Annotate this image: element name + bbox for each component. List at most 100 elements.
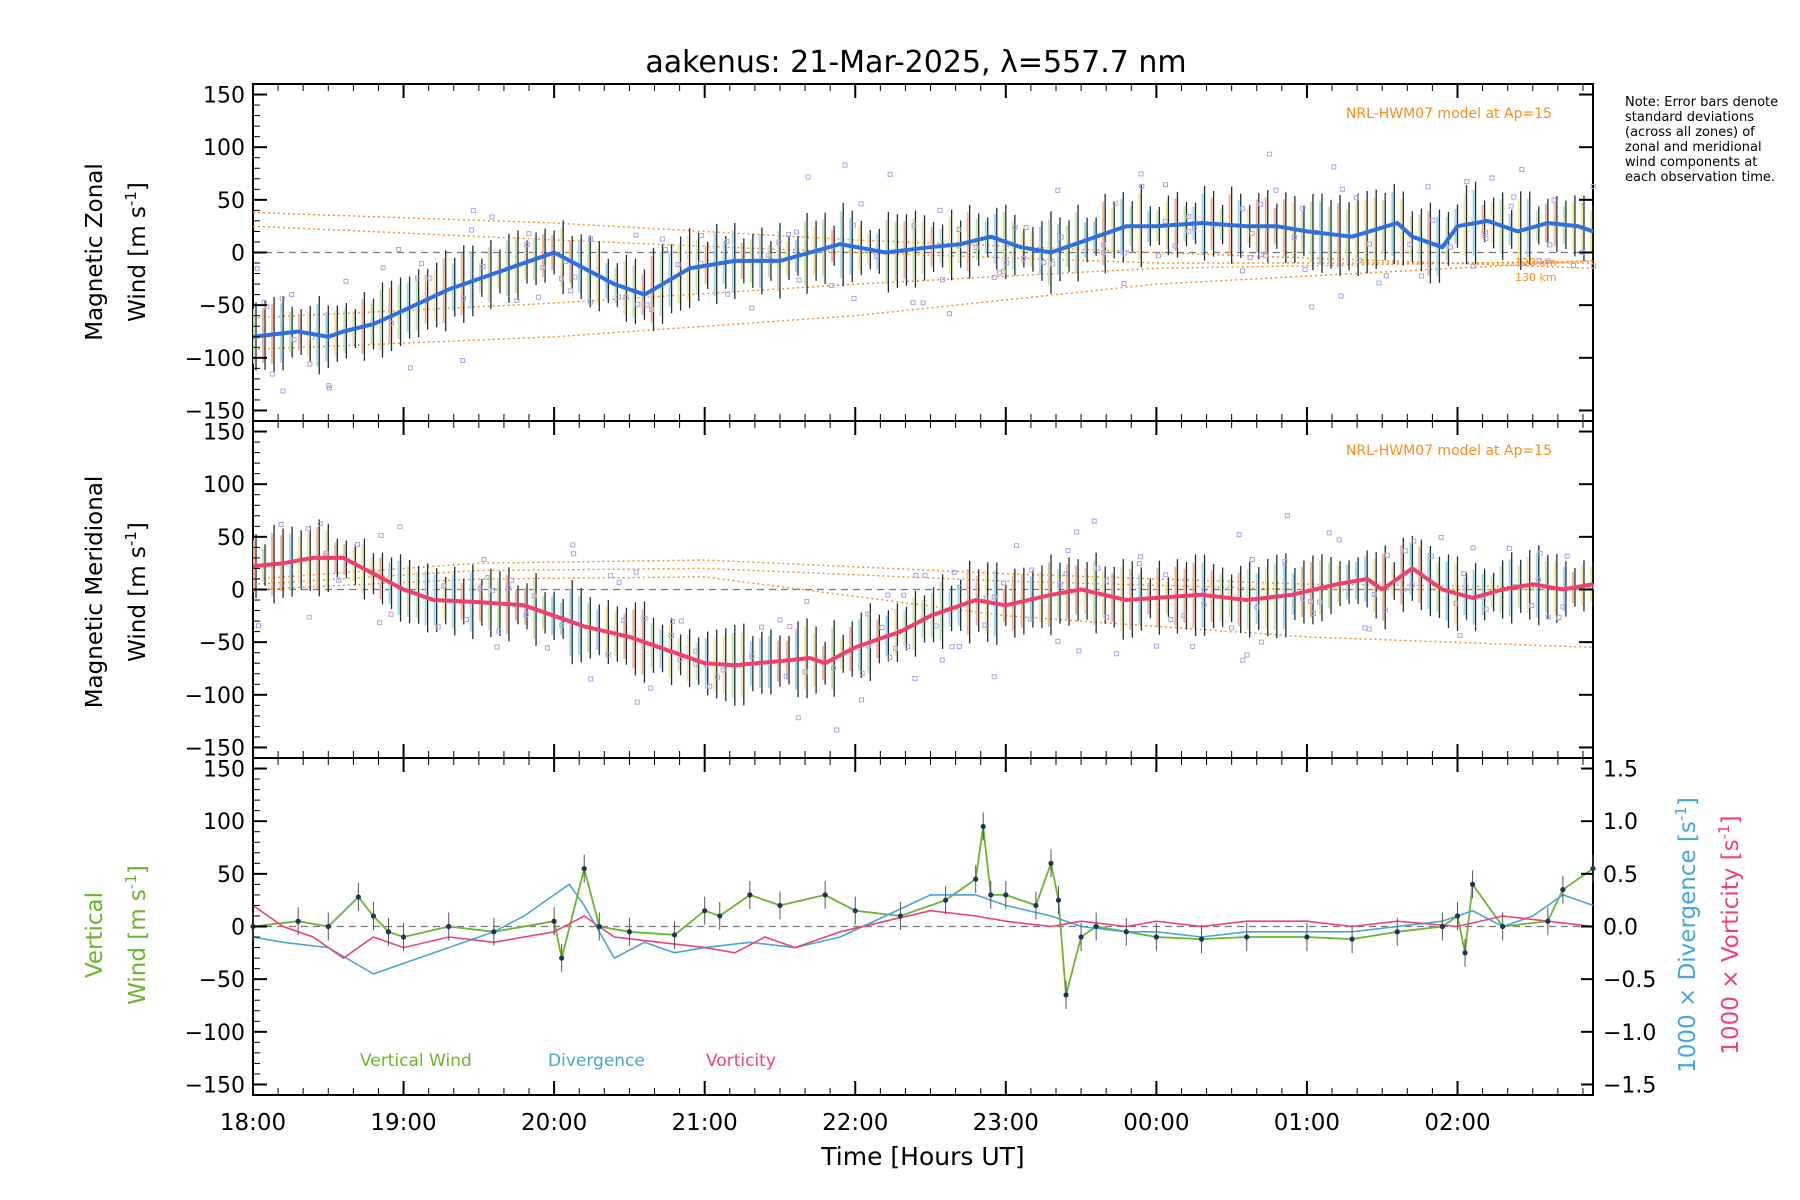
meridional-scatter-point	[787, 624, 793, 630]
zonal-scatter-point	[1156, 253, 1162, 259]
zonal-scatter-point	[414, 275, 420, 281]
x-tick-label: 21:00	[672, 1110, 738, 1136]
meridional-scatter-point	[1095, 565, 1101, 571]
error-bar-note: Note: Error bars denote standard deviati…	[1625, 95, 1779, 185]
vertical-wind-point	[581, 865, 587, 872]
zonal-mean-line	[252, 218, 1594, 339]
meridional-scatter-point	[634, 699, 640, 705]
zonal-scatter-point	[1100, 242, 1106, 248]
zonal-scatter-point	[1121, 281, 1127, 287]
vertical-wind-point	[1048, 860, 1054, 866]
zonal-model-2-curve	[252, 225, 1593, 264]
meridional-scatter-point	[678, 618, 684, 624]
vertical-wind-point	[671, 932, 678, 938]
zonal-scatter-point	[1266, 151, 1272, 157]
vertical-wind-point	[1560, 887, 1566, 893]
zonal-scatter-point	[587, 299, 593, 305]
meridional-scatter-point	[720, 667, 726, 673]
zonal-scatter-point	[1519, 166, 1525, 172]
meridional-scatter-point	[278, 522, 284, 528]
vertical-wind-point	[1063, 992, 1069, 998]
meridional-scatter-point	[759, 624, 765, 630]
zonal-scatter-point	[535, 294, 541, 300]
meridional-scatter-point	[648, 685, 654, 691]
zonal-scatter-point	[524, 242, 530, 248]
zonal-scatter-point	[996, 270, 1002, 276]
meridional-scatter-point	[441, 583, 447, 589]
meridional-scatter-point	[1384, 552, 1390, 558]
meridional-y-tick-label: −150	[185, 736, 245, 761]
meridional-scatter-point	[1400, 587, 1406, 593]
zonal-scatter-point	[572, 274, 578, 280]
zonal-model-1-curve	[252, 211, 1594, 269]
meridional-scatter-point	[531, 593, 537, 599]
meridional-model-label: NRL-HWM07 model at Ap=15	[1346, 443, 1552, 459]
zonal-scatter-point	[1163, 182, 1169, 188]
vertical-wind-point	[1003, 892, 1009, 898]
zonal-scatter-point	[407, 365, 413, 371]
vertical-plot-area	[250, 812, 1596, 1009]
vertical-wind-point	[1033, 902, 1039, 909]
zonal-scatter-point	[558, 276, 564, 282]
meridional-scatter-point	[1254, 604, 1260, 610]
meridional-scatter-point	[913, 572, 919, 578]
meridional-scatter-point	[1506, 545, 1512, 551]
meridional-scatter-point	[306, 614, 312, 620]
vertical-wind-point	[1469, 881, 1476, 887]
meridional-scatter-point	[1236, 532, 1242, 538]
vertical-ylabel-line2: Wind [m s-1]	[122, 865, 151, 1005]
axes-ticks: 150100500−50−100−150150100500−50−100−150…	[185, 84, 1657, 1136]
zonal-scatter-point	[616, 294, 622, 300]
zonal-scatter-point	[1023, 225, 1029, 231]
meridional-scatter-point	[951, 569, 957, 575]
meridional-scatter-point	[435, 624, 441, 630]
zonal-scatter-point	[1101, 250, 1107, 256]
meridional-scatter-point	[957, 584, 963, 590]
meridional-scatter-point	[463, 617, 469, 623]
zonal-scatter-point	[480, 264, 486, 270]
meridional-scatter-point	[707, 683, 713, 689]
vertical-y-tick-label: 0	[231, 916, 245, 941]
zonal-scatter-point	[1055, 187, 1061, 193]
meridional-scatter-point	[1014, 543, 1020, 549]
meridional-scatter-point	[922, 572, 928, 578]
zonal-scatter-point	[1464, 179, 1470, 185]
meridional-scatter-point	[1201, 587, 1207, 593]
meridional-scatter-point	[508, 577, 514, 583]
vertical-wind-point	[1439, 923, 1446, 930]
meridional-scatter-point	[991, 594, 997, 600]
meridional-scatter-point	[802, 669, 808, 675]
meridional-y-tick-label: 150	[203, 421, 245, 446]
zonal-scatter-point	[991, 274, 997, 280]
meridional-scatter-point	[1556, 615, 1562, 621]
vertical-wind-point	[1244, 934, 1250, 940]
meridional-scatter-point	[490, 587, 496, 593]
zonal-model-4-curve	[252, 260, 1594, 351]
meridional-scatter-point	[336, 577, 342, 583]
meridional-scatter-point	[1258, 639, 1264, 645]
zonal-model-label: NRL-HWM07 model at Ap=15	[1346, 106, 1552, 122]
meridional-scatter-point	[354, 541, 360, 547]
zonal-scatter-point	[623, 294, 629, 300]
meridional-scatter-point	[1545, 614, 1551, 620]
zonal-scatter-point	[419, 261, 425, 267]
zonal-scatter-point	[946, 311, 952, 317]
zonal-scatter-point	[1273, 187, 1279, 193]
x-tick-label: 00:00	[1123, 1110, 1189, 1136]
zonal-scatter-point	[910, 300, 916, 306]
meridional-scatter-point	[1065, 548, 1071, 554]
vertical-wind-point	[1055, 897, 1062, 903]
meridional-scatter-point	[1537, 550, 1543, 556]
series-divergence-line	[252, 883, 1594, 975]
meridional-scatter-point	[749, 653, 755, 659]
zonal-scatter-point	[291, 336, 297, 342]
vertical-wind-point	[1462, 950, 1468, 956]
meridional-scatter-point	[1438, 534, 1444, 540]
right-y-tick-label: 0.5	[1603, 863, 1638, 888]
zonal-scatter-point	[829, 283, 835, 289]
zonal-y-tick-label: −50	[199, 294, 245, 319]
zonal-scatter-point	[1122, 250, 1128, 256]
zonal-scatter-point	[460, 295, 466, 301]
right-y-tick-label: −0.5	[1603, 968, 1656, 993]
zonal-scatter-point	[587, 236, 593, 242]
